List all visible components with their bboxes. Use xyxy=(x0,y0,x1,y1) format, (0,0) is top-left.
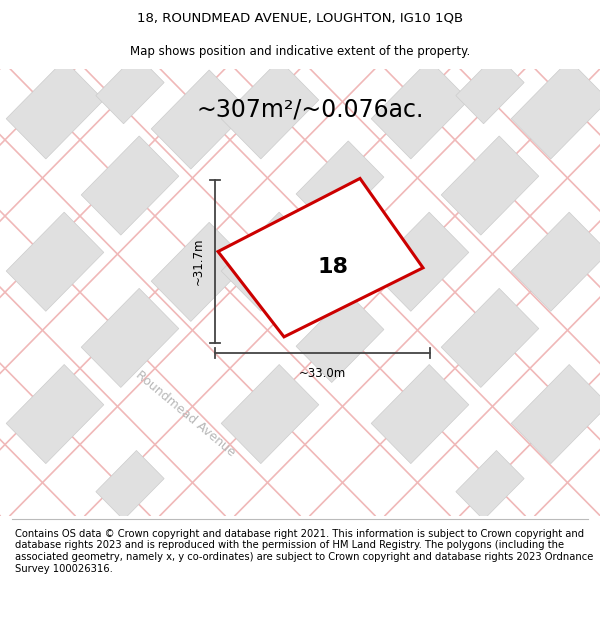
Text: Contains OS data © Crown copyright and database right 2021. This information is : Contains OS data © Crown copyright and d… xyxy=(15,529,593,574)
Polygon shape xyxy=(96,54,164,124)
Polygon shape xyxy=(456,54,524,124)
Polygon shape xyxy=(371,364,469,464)
Polygon shape xyxy=(6,60,104,159)
Polygon shape xyxy=(221,212,319,311)
Polygon shape xyxy=(511,364,600,464)
Polygon shape xyxy=(371,60,469,159)
Polygon shape xyxy=(151,222,249,321)
Text: Roundmead Avenue: Roundmead Avenue xyxy=(133,369,237,459)
Text: 18, ROUNDMEAD AVENUE, LOUGHTON, IG10 1QB: 18, ROUNDMEAD AVENUE, LOUGHTON, IG10 1QB xyxy=(137,12,463,25)
Polygon shape xyxy=(456,451,524,520)
Polygon shape xyxy=(218,179,423,337)
Polygon shape xyxy=(96,451,164,520)
Polygon shape xyxy=(6,212,104,311)
Text: ~33.0m: ~33.0m xyxy=(299,368,346,381)
Text: Map shows position and indicative extent of the property.: Map shows position and indicative extent… xyxy=(130,45,470,58)
Polygon shape xyxy=(221,60,319,159)
Polygon shape xyxy=(441,136,539,235)
Polygon shape xyxy=(6,364,104,464)
Polygon shape xyxy=(296,141,384,230)
Polygon shape xyxy=(511,212,600,311)
Text: ~31.7m: ~31.7m xyxy=(192,238,205,286)
Polygon shape xyxy=(441,288,539,388)
Text: 18: 18 xyxy=(318,257,349,277)
Polygon shape xyxy=(371,212,469,311)
Polygon shape xyxy=(511,60,600,159)
Polygon shape xyxy=(151,70,249,169)
Polygon shape xyxy=(81,288,179,388)
Polygon shape xyxy=(296,293,384,382)
Polygon shape xyxy=(81,136,179,235)
Polygon shape xyxy=(221,364,319,464)
Text: ~307m²/~0.076ac.: ~307m²/~0.076ac. xyxy=(196,98,424,121)
